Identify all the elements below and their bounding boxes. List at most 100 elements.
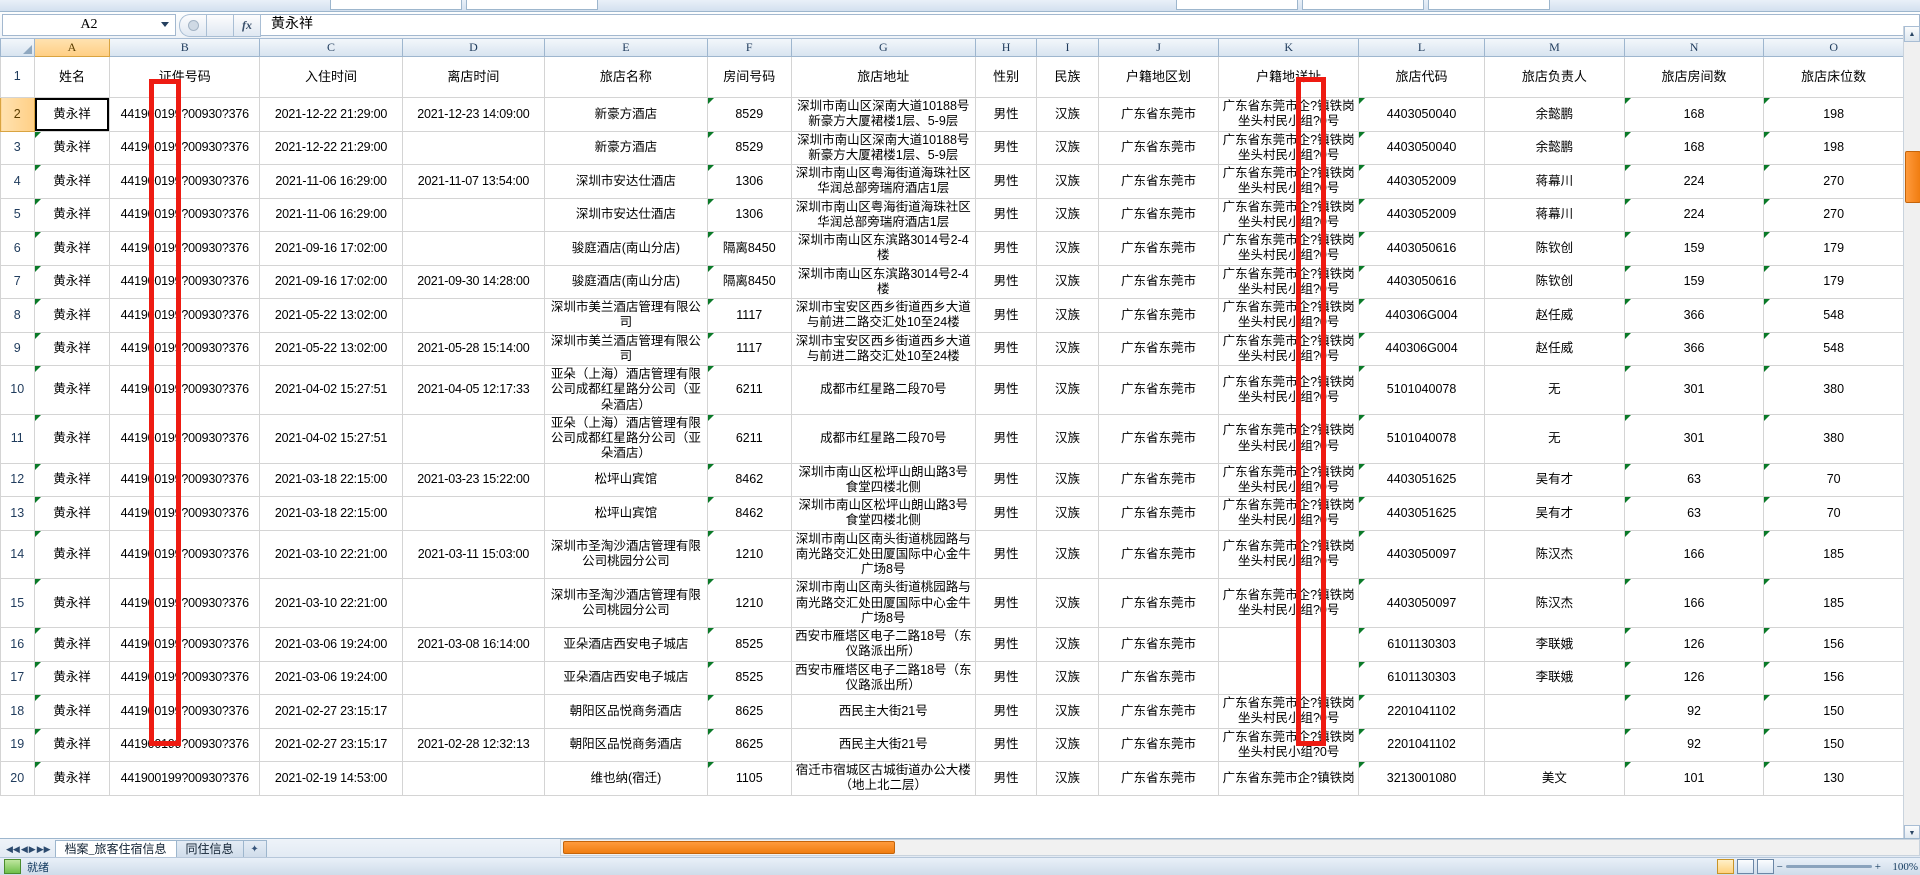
cell-hotel-code[interactable]: 440306G004 <box>1357 298 1486 333</box>
cell-gender[interactable]: 男性 <box>974 462 1038 497</box>
cell-bed-count[interactable]: 198 <box>1763 130 1904 165</box>
column-header-E[interactable]: E <box>543 39 708 57</box>
column-header-K[interactable]: K <box>1218 39 1359 57</box>
column-header-D[interactable]: D <box>402 39 545 57</box>
cell-household-address[interactable]: 广东省东莞市企?镇铁岗 <box>1218 761 1359 796</box>
header-cell-checkin-time[interactable]: 入住时间 <box>259 56 404 98</box>
cell-room-count[interactable]: 301 <box>1623 413 1765 464</box>
cell-gender[interactable]: 男性 <box>974 627 1038 662</box>
cell-checkout-time[interactable] <box>402 660 545 695</box>
cell-hotel-code[interactable]: 440306G004 <box>1357 331 1486 366</box>
cell-ethnicity[interactable]: 汉族 <box>1036 164 1099 199</box>
cell-hotel-manager[interactable]: 余懿鹏 <box>1484 130 1625 165</box>
cell-hotel-code[interactable]: 4403050616 <box>1357 264 1486 299</box>
cell-hotel-address[interactable]: 深圳市南山区深南大道10188号新豪方大厦裙楼1层、5-9层 <box>790 97 976 132</box>
cell-room-number[interactable]: 8529 <box>706 130 792 165</box>
cell-checkin-time[interactable]: 2021-12-22 21:29:00 <box>259 97 404 132</box>
cell-bed-count[interactable]: 380 <box>1763 365 1904 415</box>
formula-input[interactable]: 黄永祥 <box>261 14 1920 36</box>
cell-ethnicity[interactable]: 汉族 <box>1036 578 1099 628</box>
normal-view-icon[interactable] <box>1716 859 1734 874</box>
page-layout-view-icon[interactable] <box>1736 859 1754 874</box>
cell-name[interactable]: 黄永祥 <box>33 298 111 333</box>
cell-household-address[interactable]: 广东省东莞市企?镇铁岗坐头村民小组?0号 <box>1218 694 1359 729</box>
cell-id-number[interactable]: 441900199?00930?376 <box>109 231 261 266</box>
next-sheet-icon[interactable]: ▶ <box>28 844 36 854</box>
row-header-16[interactable]: 16 <box>0 627 35 662</box>
cell-household-address[interactable]: 广东省东莞市企?镇铁岗坐头村民小组?0号 <box>1218 727 1359 762</box>
header-cell-checkout-time[interactable]: 离店时间 <box>402 56 545 98</box>
cell-gender[interactable]: 男性 <box>974 694 1038 729</box>
cell-room-number[interactable]: 隔离8450 <box>706 264 792 299</box>
row-header-7[interactable]: 7 <box>0 264 35 299</box>
cell-hotel-code[interactable]: 4403051625 <box>1357 496 1486 531</box>
cell-room-count[interactable]: 168 <box>1623 130 1765 165</box>
row-header-18[interactable]: 18 <box>0 694 35 729</box>
cell-bed-count[interactable]: 185 <box>1763 529 1904 580</box>
cell-room-number[interactable]: 1117 <box>706 298 792 333</box>
row-header-17[interactable]: 17 <box>0 660 35 695</box>
cell-household-region[interactable]: 广东省东莞市 <box>1097 761 1220 796</box>
cell-room-number[interactable]: 8625 <box>706 727 792 762</box>
cell-ethnicity[interactable]: 汉族 <box>1036 298 1099 333</box>
chevron-down-icon[interactable] <box>161 22 169 27</box>
cell-name[interactable]: 黄永祥 <box>33 727 111 762</box>
cell-hotel-code[interactable]: 2201041102 <box>1357 727 1486 762</box>
zoom-out-icon[interactable]: − <box>1776 860 1783 873</box>
cell-hotel-manager[interactable]: 李联娥 <box>1484 627 1625 662</box>
row-header-1[interactable]: 1 <box>0 56 35 98</box>
column-header-A[interactable]: A <box>33 39 111 57</box>
cell-id-number[interactable]: 441900199?00930?376 <box>109 164 261 199</box>
ribbon-tab-remnant-1[interactable] <box>330 0 462 10</box>
cell-name[interactable]: 黄永祥 <box>33 660 111 695</box>
cell-hotel-address[interactable]: 西安市雁塔区电子二路18号（东仪路派出所） <box>790 660 976 695</box>
cell-household-region[interactable]: 广东省东莞市 <box>1097 496 1220 531</box>
cell-room-number[interactable]: 8462 <box>706 496 792 531</box>
cell-hotel-address[interactable]: 深圳市南山区粤海街道海珠社区华润总部旁瑞府酒店1层 <box>790 164 976 199</box>
column-header-H[interactable]: H <box>974 39 1038 57</box>
first-sheet-icon[interactable]: ◀◀ <box>6 844 20 854</box>
cell-hotel-name[interactable]: 松坪山宾馆 <box>543 496 708 531</box>
cell-hotel-name[interactable]: 亚朵（上海）酒店管理有限公司成都红星路分公司（亚朵酒店） <box>543 365 708 415</box>
cell-household-address[interactable]: 广东省东莞市企?镇铁岗坐头村民小组?0号 <box>1218 413 1359 464</box>
cell-room-number[interactable]: 隔离8450 <box>706 231 792 266</box>
cell-room-number[interactable]: 8529 <box>706 97 792 132</box>
cell-name[interactable]: 黄永祥 <box>33 627 111 662</box>
cell-hotel-name[interactable]: 松坪山宾馆 <box>543 462 708 497</box>
cell-hotel-address[interactable]: 深圳市南山区深南大道10188号新豪方大厦裙楼1层、5-9层 <box>790 130 976 165</box>
cell-hotel-address[interactable]: 深圳市宝安区西乡街道西乡大道与前进二路交汇处10至24楼 <box>790 331 976 366</box>
row-header-9[interactable]: 9 <box>0 331 35 366</box>
cell-name[interactable]: 黄永祥 <box>33 496 111 531</box>
cell-hotel-name[interactable]: 朝阳区品悦商务酒店 <box>543 694 708 729</box>
horizontal-scroll-thumb[interactable] <box>563 841 895 854</box>
insert-sheet-icon[interactable]: ✦ <box>242 840 267 858</box>
cell-name[interactable]: 黄永祥 <box>33 164 111 199</box>
cell-ethnicity[interactable]: 汉族 <box>1036 130 1099 165</box>
cell-checkin-time[interactable]: 2021-05-22 13:02:00 <box>259 331 404 366</box>
cell-hotel-name[interactable]: 亚朵（上海）酒店管理有限公司成都红星路分公司（亚朵酒店） <box>543 413 708 464</box>
cell-name[interactable]: 黄永祥 <box>33 331 111 366</box>
cell-id-number[interactable]: 441900199?00930?376 <box>109 727 261 762</box>
row-header-8[interactable]: 8 <box>0 298 35 333</box>
cell-checkin-time[interactable]: 2021-02-19 14:53:00 <box>259 761 404 796</box>
row-header-3[interactable]: 3 <box>0 130 35 165</box>
cell-checkout-time[interactable]: 2021-04-05 12:17:33 <box>402 365 545 415</box>
cell-hotel-address[interactable]: 深圳市南山区东滨路3014号2-4楼 <box>790 231 976 266</box>
cell-checkin-time[interactable]: 2021-03-06 19:24:00 <box>259 627 404 662</box>
cell-room-number[interactable]: 8525 <box>706 660 792 695</box>
cell-hotel-address[interactable]: 深圳市南山区粤海街道海珠社区华润总部旁瑞府酒店1层 <box>790 197 976 232</box>
cell-room-number[interactable]: 1210 <box>706 578 792 628</box>
cell-room-count[interactable]: 159 <box>1623 264 1765 299</box>
header-cell-ethnicity[interactable]: 民族 <box>1036 56 1099 98</box>
vertical-scroll-thumb[interactable] <box>1905 151 1920 203</box>
cell-hotel-code[interactable]: 4403052009 <box>1357 197 1486 232</box>
cell-hotel-name[interactable]: 深圳市圣淘沙酒店管理有限公司桃园分公司 <box>543 578 708 628</box>
cell-hotel-code[interactable]: 4403050040 <box>1357 130 1486 165</box>
cell-id-number[interactable]: 441900199?00930?376 <box>109 331 261 366</box>
cell-hotel-manager[interactable]: 吴有才 <box>1484 462 1625 497</box>
column-header-F[interactable]: F <box>706 39 792 57</box>
cell-household-region[interactable]: 广东省东莞市 <box>1097 331 1220 366</box>
cell-checkout-time[interactable]: 2021-02-28 12:32:13 <box>402 727 545 762</box>
cell-hotel-code[interactable]: 4403050097 <box>1357 578 1486 628</box>
cell-household-region[interactable]: 广东省东莞市 <box>1097 578 1220 628</box>
